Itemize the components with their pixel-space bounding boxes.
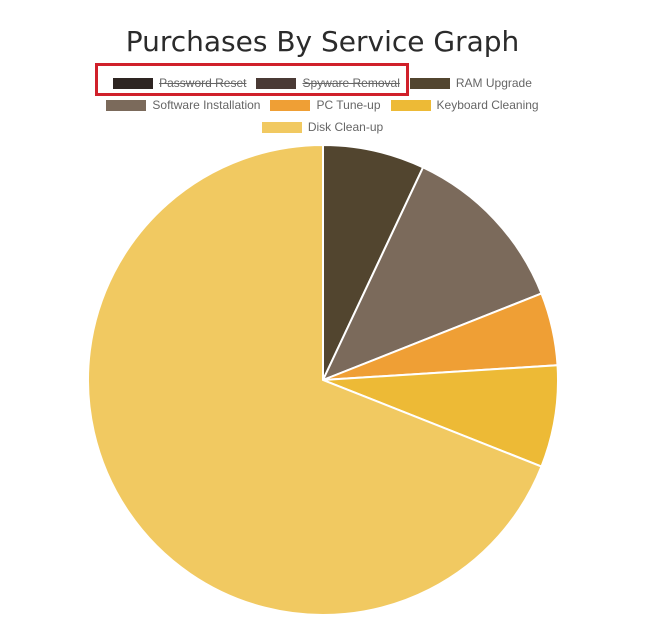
legend-label-disk-clean-up: Disk Clean-up xyxy=(307,120,384,134)
legend-item-keyboard-cleaning[interactable]: Keyboard Cleaning xyxy=(390,98,539,112)
pie-slice-ram-upgrade[interactable] xyxy=(322,143,425,381)
pie-slice-disk-clean-up[interactable] xyxy=(86,143,543,616)
pie-slice-software-installation[interactable] xyxy=(321,166,543,382)
legend-item-password-reset[interactable]: Password Reset xyxy=(113,76,246,90)
pie-slices xyxy=(86,143,559,616)
legend-swatch-spyware-removal xyxy=(256,77,297,89)
legend-item-software-installation[interactable]: Software Installation xyxy=(106,98,260,112)
legend-label-spyware-removal: Spyware Removal xyxy=(302,76,400,90)
legend-row-3: Disk Clean-up xyxy=(0,119,645,135)
legend-swatch-keyboard-cleaning xyxy=(390,99,431,111)
legend-row-2: Software Installation PC Tune-up Keyboar… xyxy=(0,97,645,113)
legend-label-ram-upgrade: RAM Upgrade xyxy=(455,76,532,90)
legend-item-ram-upgrade[interactable]: RAM Upgrade xyxy=(409,76,532,90)
legend-label-keyboard-cleaning: Keyboard Cleaning xyxy=(436,98,539,112)
legend-label-password-reset: Password Reset xyxy=(159,76,247,90)
legend-row-1: Password Reset Spyware Removal RAM Upgra… xyxy=(0,75,645,91)
legend-item-pc-tune-up[interactable]: PC Tune-up xyxy=(270,98,381,112)
legend-label-software-installation: Software Installation xyxy=(152,98,261,112)
pie-slice-keyboard-cleaning[interactable] xyxy=(322,364,559,468)
chart-title: Purchases By Service Graph xyxy=(125,25,520,58)
legend-swatch-pc-tune-up xyxy=(270,99,311,111)
legend-label-pc-tune-up: PC Tune-up xyxy=(316,98,381,112)
legend-swatch-software-installation xyxy=(106,99,147,111)
legend-item-spyware-removal[interactable]: Spyware Removal xyxy=(256,76,400,90)
legend-swatch-ram-upgrade xyxy=(409,77,450,89)
legend-swatch-password-reset xyxy=(113,77,154,89)
legend-swatch-disk-clean-up xyxy=(261,121,302,133)
legend-item-disk-clean-up[interactable]: Disk Clean-up xyxy=(261,120,384,134)
